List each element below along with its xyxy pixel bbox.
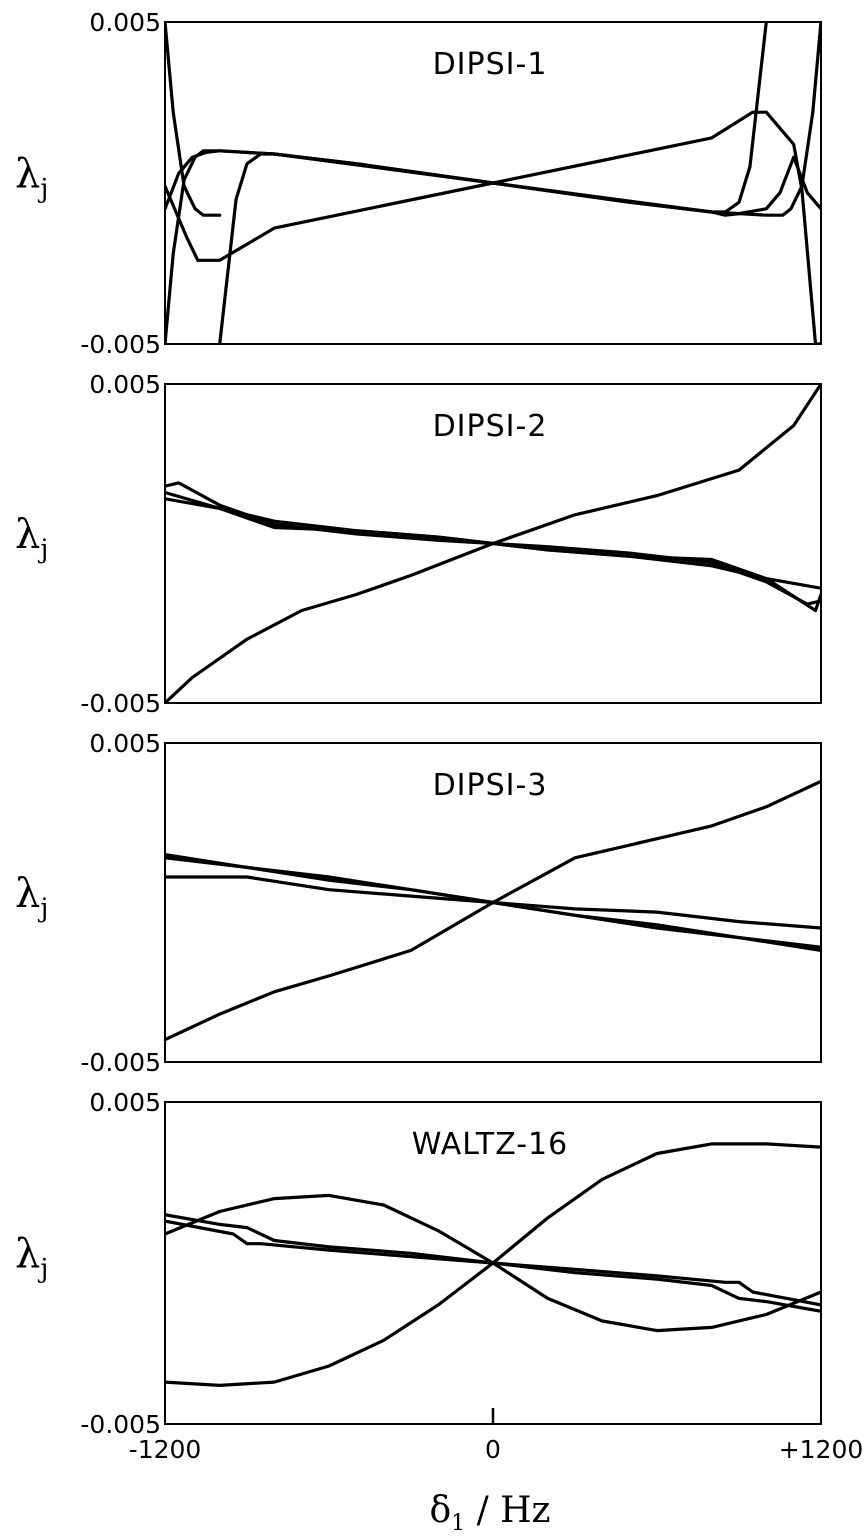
series-6-line bbox=[165, 110, 821, 344]
y-tick-label: 0.005 bbox=[89, 729, 161, 758]
y-axis-label: λj bbox=[15, 512, 48, 565]
series-4-line bbox=[811, 22, 821, 114]
y-tick-label: 0.005 bbox=[89, 370, 161, 399]
series-1-line bbox=[165, 384, 821, 703]
y-tick-label: 0.005 bbox=[89, 8, 161, 37]
panel-2: DIPSI-2 0.005 -0.005 λj bbox=[15, 370, 822, 718]
y-tick-label: -0.005 bbox=[80, 1410, 161, 1439]
curves bbox=[165, 779, 821, 1042]
curves bbox=[165, 1142, 821, 1387]
series-3-line bbox=[165, 22, 222, 217]
curves bbox=[165, 384, 821, 703]
series-4-line bbox=[165, 875, 821, 930]
x-tick-label: -1200 bbox=[129, 1435, 202, 1464]
panel-title: DIPSI-2 bbox=[433, 409, 548, 444]
y-tick-label: -0.005 bbox=[80, 689, 161, 718]
panel-title: WALTZ-16 bbox=[412, 1127, 568, 1162]
plot-frame bbox=[164, 21, 822, 345]
y-tick-label: 0.005 bbox=[89, 1088, 161, 1117]
panel-1: DIPSI-1 0.005 -0.005 λj bbox=[15, 8, 822, 359]
y-axis-label: λj bbox=[15, 871, 48, 924]
panel-3: DIPSI-3 0.005 -0.005 λj bbox=[15, 729, 822, 1077]
y-axis-label: λj bbox=[15, 151, 48, 204]
y-axis-label: λj bbox=[15, 1231, 48, 1284]
plot-frame bbox=[164, 383, 822, 704]
curves bbox=[165, 22, 821, 344]
plot-frame bbox=[164, 742, 822, 1063]
series-4-line bbox=[165, 1219, 821, 1307]
series-4-line bbox=[165, 497, 821, 590]
x-axis-label: δ1 / Hz bbox=[429, 1490, 550, 1536]
y-tick-label: -0.005 bbox=[80, 330, 161, 359]
series-3-line bbox=[165, 490, 821, 613]
panel-title: DIPSI-3 bbox=[433, 768, 548, 803]
panel-title: DIPSI-1 bbox=[433, 47, 548, 82]
series-5-line bbox=[218, 152, 821, 344]
x-tick-label: +1200 bbox=[779, 1435, 864, 1464]
panel-4: WALTZ-16 0.005 -0.005 λj -1200 0 +1200 δ1 / Hz bbox=[15, 1088, 863, 1536]
x-tick-label: 0 bbox=[485, 1435, 501, 1464]
y-tick-label: -0.005 bbox=[80, 1048, 161, 1077]
series-1-line bbox=[165, 779, 821, 1042]
series-2-line bbox=[165, 110, 815, 344]
